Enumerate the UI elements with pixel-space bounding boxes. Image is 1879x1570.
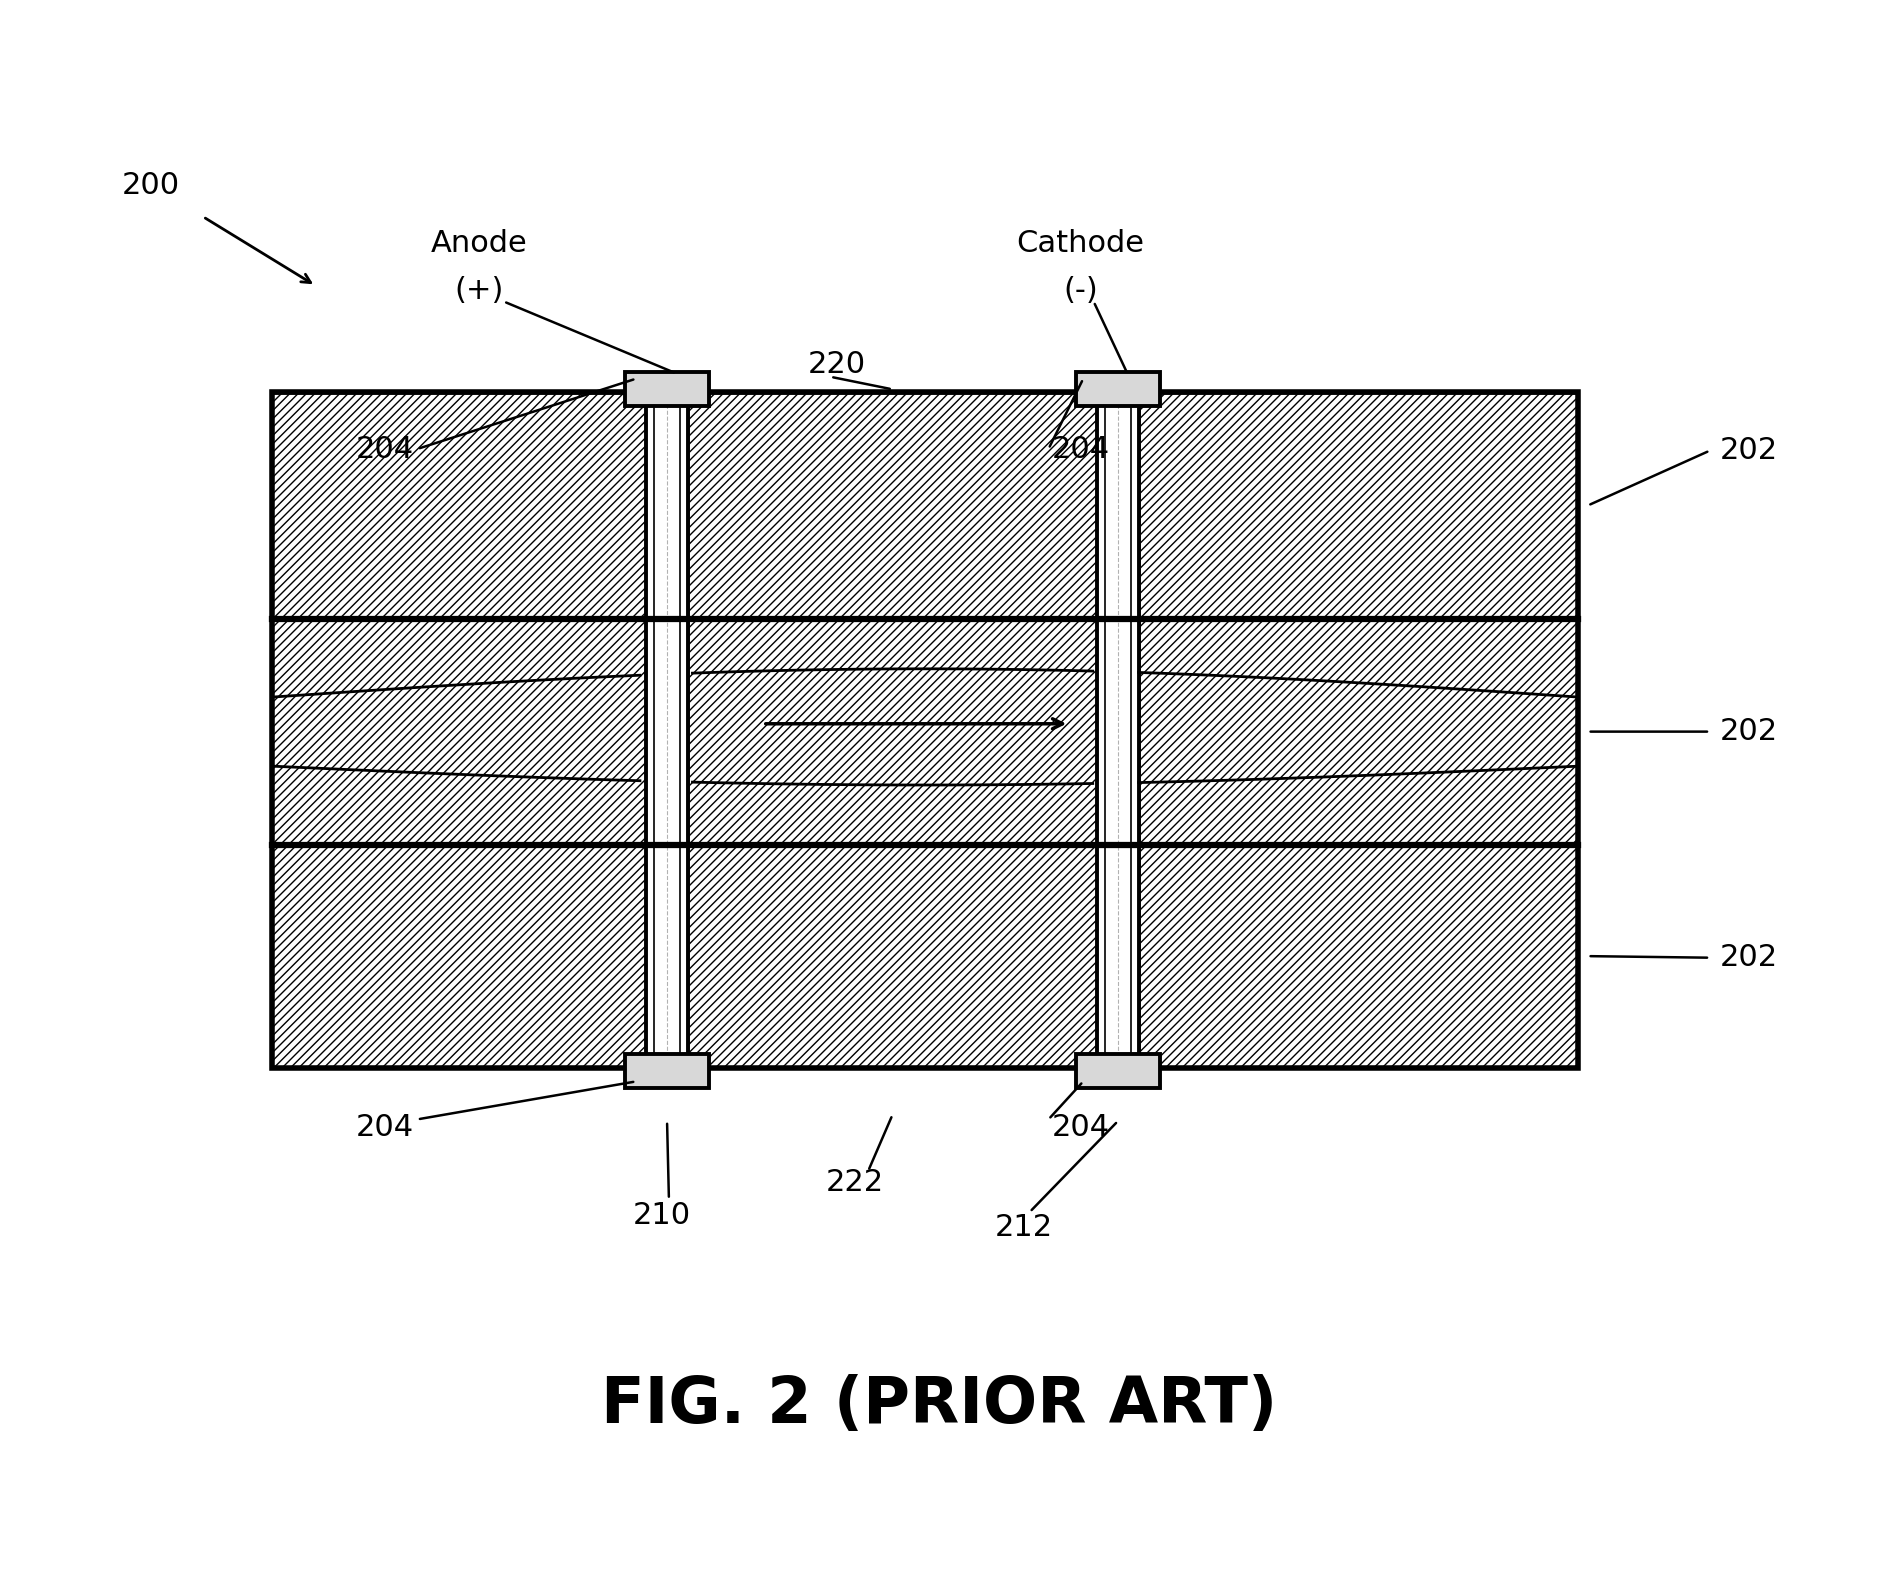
- Text: 204: 204: [1052, 435, 1110, 463]
- Bar: [624, 372, 708, 407]
- Bar: [1075, 1053, 1159, 1088]
- Text: Anode: Anode: [430, 229, 528, 257]
- Text: 220: 220: [808, 350, 866, 378]
- Text: 202: 202: [1719, 717, 1778, 746]
- Bar: [688, 392, 1097, 619]
- Bar: [1139, 392, 1578, 619]
- Bar: [272, 392, 646, 619]
- Bar: [688, 845, 1097, 1068]
- Text: Cathode: Cathode: [1017, 229, 1144, 257]
- Bar: [1075, 372, 1159, 407]
- Text: 212: 212: [996, 1214, 1052, 1242]
- Bar: [1139, 619, 1578, 845]
- Text: (+): (+): [455, 276, 504, 305]
- Bar: [1139, 845, 1578, 1068]
- Text: 202: 202: [1719, 436, 1778, 465]
- Bar: [688, 619, 1097, 845]
- Text: 222: 222: [827, 1168, 883, 1196]
- Text: 204: 204: [355, 1113, 413, 1141]
- Bar: [272, 392, 1578, 1068]
- Bar: [624, 1053, 708, 1088]
- Text: FIG. 2 (PRIOR ART): FIG. 2 (PRIOR ART): [601, 1374, 1278, 1437]
- Text: 204: 204: [355, 435, 413, 463]
- Bar: [272, 619, 646, 845]
- Bar: [272, 845, 646, 1068]
- Text: (-): (-): [1064, 276, 1097, 305]
- Text: 204: 204: [1052, 1113, 1110, 1141]
- Text: 210: 210: [633, 1201, 690, 1229]
- Text: 202: 202: [1719, 944, 1778, 972]
- Text: 200: 200: [122, 171, 180, 199]
- Bar: [646, 392, 688, 1068]
- Bar: [1097, 392, 1139, 1068]
